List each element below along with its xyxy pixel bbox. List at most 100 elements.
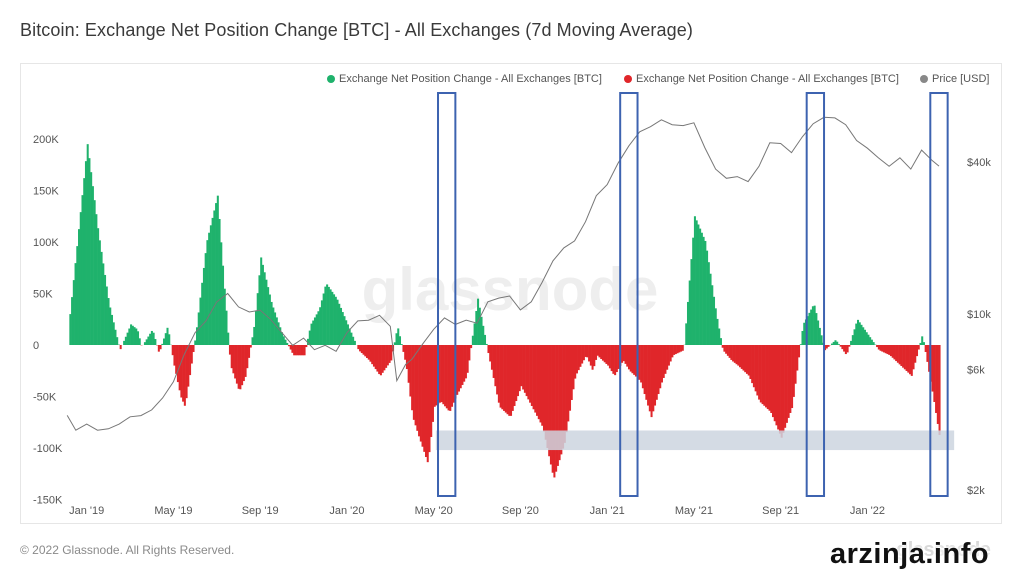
legend-item-green[interactable]: Exchange Net Position Change - All Excha…	[327, 73, 602, 85]
net-position-bar	[336, 299, 339, 345]
net-position-bar	[412, 345, 415, 420]
net-position-bar	[693, 216, 696, 345]
net-position-bar	[522, 345, 525, 390]
highlight-box	[619, 92, 639, 497]
net-position-bar	[910, 345, 913, 376]
net-position-bar	[116, 337, 119, 345]
net-position-bar	[386, 345, 389, 366]
net-position-bar	[405, 345, 408, 370]
net-position-bar	[909, 345, 912, 375]
net-position-bar	[289, 345, 292, 350]
net-position-bar	[650, 345, 653, 418]
net-position-bar	[747, 345, 750, 376]
net-position-bar	[97, 228, 100, 345]
net-position-bar	[364, 345, 367, 357]
net-position-bar	[334, 296, 337, 345]
net-position-bar	[199, 297, 202, 345]
net-position-bar	[730, 345, 733, 360]
net-position-bar	[851, 335, 854, 345]
net-position-bar	[513, 345, 516, 406]
net-position-bar	[902, 345, 905, 368]
net-position-bar	[416, 345, 419, 431]
net-position-bar	[744, 345, 747, 373]
legend-item-price[interactable]: Price [USD]	[920, 73, 989, 85]
net-position-bar	[90, 172, 93, 345]
y-axis-left: 200K 150K 100K 50K 0 -50K -100K -150K	[33, 134, 63, 507]
net-position-bar	[135, 328, 138, 345]
net-position-bar	[293, 345, 296, 356]
highlight-box	[437, 92, 457, 497]
net-position-bar	[895, 345, 898, 362]
net-position-bar	[893, 345, 896, 360]
net-position-bar	[244, 345, 247, 377]
net-position-bar	[402, 345, 405, 352]
net-position-bar	[803, 322, 806, 345]
net-position-bar	[296, 345, 299, 356]
net-position-bar	[754, 345, 757, 392]
net-position-bar	[445, 345, 448, 409]
net-position-bar	[634, 345, 637, 377]
legend-item-red[interactable]: Exchange Net Position Change - All Excha…	[624, 73, 899, 85]
net-position-bar	[801, 330, 804, 345]
net-position-bar	[775, 345, 778, 426]
net-position-bar	[808, 312, 811, 345]
net-position-bar	[256, 293, 259, 345]
net-position-bar	[846, 345, 849, 353]
net-position-bar	[555, 345, 558, 472]
net-position-bar	[723, 345, 726, 352]
net-position-bar	[523, 345, 526, 393]
net-position-bar	[858, 322, 861, 345]
net-position-bar	[241, 345, 244, 386]
net-position-bar	[926, 345, 929, 362]
x-tick-label: Jan '22	[850, 505, 885, 517]
net-position-bar	[612, 345, 615, 374]
net-position-bar	[194, 340, 197, 345]
net-position-bar	[626, 345, 629, 367]
net-position-bar	[109, 307, 112, 345]
net-position-bar	[84, 161, 87, 345]
net-position-bar	[404, 345, 407, 360]
net-position-bar	[654, 345, 657, 406]
legend-dot-green	[327, 75, 335, 83]
net-position-bar	[681, 345, 684, 351]
net-position-bar	[879, 345, 882, 351]
net-position-bar	[93, 200, 96, 345]
net-position-bar	[279, 327, 282, 345]
net-position-bar	[579, 345, 582, 367]
y-right-tick-label: $40k	[967, 157, 991, 169]
net-position-bar	[664, 345, 667, 374]
net-position-bar	[553, 345, 556, 478]
net-position-bar	[254, 311, 258, 345]
net-position-bar	[303, 345, 306, 356]
net-position-bar	[331, 291, 334, 345]
net-position-bar	[530, 345, 533, 406]
net-position-bar	[647, 345, 650, 406]
net-position-bar	[305, 345, 308, 348]
net-position-bar	[777, 345, 780, 430]
net-position-bar	[789, 345, 792, 413]
net-position-bar	[468, 345, 471, 361]
net-position-bar	[581, 345, 584, 364]
net-position-bar	[260, 257, 263, 345]
net-position-bar	[147, 336, 150, 345]
net-position-bar	[414, 345, 417, 426]
net-position-bar	[888, 345, 891, 355]
net-position-bar	[671, 345, 674, 358]
net-position-bar	[603, 345, 606, 363]
net-position-bar	[178, 345, 181, 391]
net-position-bar	[936, 345, 939, 424]
net-position-bar	[935, 345, 938, 413]
net-position-bar	[922, 342, 925, 345]
net-position-bar	[352, 336, 355, 345]
net-position-bar	[678, 345, 681, 353]
net-position-bar	[242, 345, 245, 382]
net-position-bar	[863, 329, 866, 345]
net-position-bar	[159, 345, 162, 350]
net-position-bar	[348, 328, 351, 345]
net-position-bar	[248, 345, 251, 358]
net-position-bar	[548, 345, 551, 457]
net-position-bar	[850, 340, 853, 345]
net-position-bar	[345, 320, 348, 345]
highlight-boxes	[437, 92, 949, 497]
